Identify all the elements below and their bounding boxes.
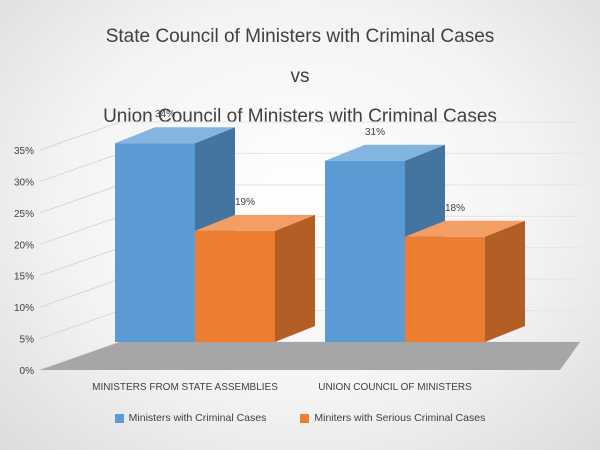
legend-label-criminal: Ministers with Criminal Cases bbox=[128, 412, 267, 424]
bar bbox=[325, 160, 405, 342]
chart-title: State Council of Ministers with Criminal… bbox=[105, 26, 495, 47]
legend-swatch-serious bbox=[300, 413, 310, 423]
legend-swatch-criminal bbox=[114, 413, 124, 423]
category-label: UNION COUNCIL OF MINISTERS bbox=[318, 382, 472, 393]
legend-item-serious: Miniters with Serious Criminal Cases bbox=[300, 412, 485, 424]
y-tick-label: 35% bbox=[14, 146, 34, 157]
data-label: 34% bbox=[155, 109, 175, 120]
y-tick-label: 5% bbox=[20, 335, 35, 346]
gridline bbox=[39, 215, 121, 245]
gridline bbox=[39, 152, 121, 182]
bar bbox=[115, 143, 195, 342]
gridline bbox=[39, 310, 121, 340]
bar-top bbox=[115, 127, 235, 144]
bar-top bbox=[405, 220, 525, 237]
gridline bbox=[39, 278, 121, 308]
bar bbox=[405, 236, 485, 342]
legend-item-criminal: Ministers with Criminal Cases bbox=[114, 412, 267, 424]
chart-legend: Ministers with Criminal Cases Miniters w… bbox=[0, 412, 600, 424]
y-tick-label: 15% bbox=[14, 272, 34, 283]
data-label: 18% bbox=[445, 203, 465, 214]
bar-side bbox=[485, 220, 525, 342]
y-tick-label: 25% bbox=[14, 209, 34, 220]
y-tick-label: 20% bbox=[14, 240, 34, 251]
bar bbox=[195, 230, 275, 342]
gridline bbox=[39, 247, 121, 277]
data-label: 19% bbox=[235, 197, 255, 208]
category-label: MINISTERS FROM STATE ASSEMBLIES bbox=[92, 382, 278, 393]
chart-title-vs: vs bbox=[290, 66, 310, 87]
bar-side bbox=[275, 214, 315, 342]
y-tick-label: 0% bbox=[20, 366, 35, 377]
y-tick-label: 10% bbox=[14, 303, 34, 314]
legend-label-serious: Miniters with Serious Criminal Cases bbox=[314, 412, 486, 424]
bar-top bbox=[195, 214, 315, 231]
gridline bbox=[39, 184, 121, 214]
gridline bbox=[39, 121, 121, 151]
y-tick-label: 30% bbox=[14, 177, 34, 188]
bar-top bbox=[325, 144, 445, 161]
data-label: 31% bbox=[365, 127, 385, 138]
chart-floor bbox=[40, 342, 580, 370]
